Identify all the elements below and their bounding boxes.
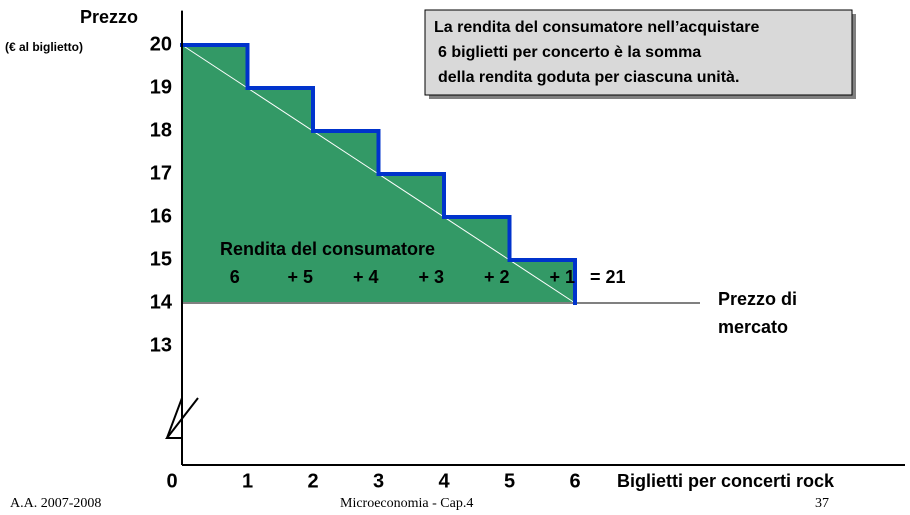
y-tick-label: 20 (150, 33, 172, 55)
y-axis-label: Prezzo (80, 7, 138, 27)
x-axis-label: Biglietti per concerti rock (617, 471, 835, 491)
title-line: della rendita goduta per ciascuna unità. (438, 69, 739, 86)
y-tick-label: 19 (150, 76, 172, 98)
y-tick-label: 13 (150, 334, 172, 356)
y-tick-label: 15 (150, 248, 172, 270)
footer-right: 37 (815, 496, 829, 511)
y-tick-label: 16 (150, 205, 172, 227)
x-tick-label: 1 (242, 470, 253, 492)
surplus-label: + 4 (353, 267, 379, 287)
title-box (424, 9, 853, 96)
x-tick-label: 3 (373, 470, 384, 492)
title-line: La rendita del consumatore nell’acquista… (434, 19, 760, 36)
axis-break (164, 397, 199, 439)
surplus-area (444, 217, 510, 303)
y-axis (166, 10, 183, 465)
x-tick-label: 4 (438, 470, 450, 492)
surplus-label: 6 (230, 267, 240, 287)
y-tick-label: 18 (150, 119, 172, 141)
area-label: Rendita del consumatore (220, 239, 435, 259)
y-axis-sublabel: (€ al biglietto) (5, 40, 83, 54)
x-tick-label: 0 (166, 470, 177, 492)
y-tick-label: 17 (150, 162, 172, 184)
market-price-label: mercato (718, 317, 788, 337)
total-label: = 21 (590, 267, 626, 287)
x-tick-label: 2 (307, 470, 318, 492)
footer-left: A.A. 2007-2008 (10, 496, 101, 511)
surplus-label: + 5 (287, 267, 313, 287)
surplus-label: + 1 (549, 267, 575, 287)
market-price-label: Prezzo di (718, 289, 797, 309)
surplus-area (182, 45, 248, 303)
footer-center: Microeconomia - Cap.4 (340, 496, 473, 511)
x-tick-label: 5 (504, 470, 515, 492)
y-tick-label: 14 (150, 291, 173, 313)
surplus-label: + 2 (484, 267, 510, 287)
surplus-label: + 3 (418, 267, 444, 287)
surplus-area (313, 131, 379, 303)
title-line: 6 biglietti per concerto è la somma (438, 44, 701, 61)
x-tick-label: 6 (569, 470, 580, 492)
